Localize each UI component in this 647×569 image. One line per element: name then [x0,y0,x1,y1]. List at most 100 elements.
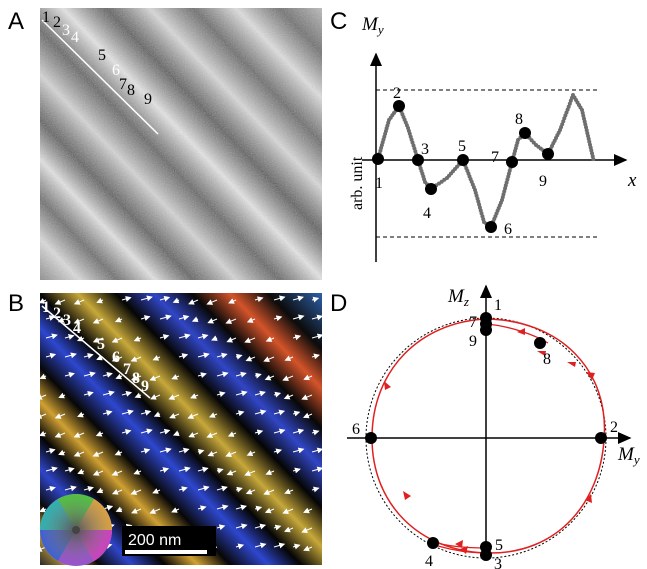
magnetization-arrow [235,390,248,397]
magnetization-arrow [292,428,305,435]
magnetization-arrow [159,334,170,340]
magnetization-arrow [254,542,267,549]
magnetization-arrow [178,466,191,473]
magnetization-arrow [159,314,172,321]
magnetization-arrow [197,466,209,473]
magnetization-arrow [292,467,301,474]
panel-c-marker-2 [393,100,405,112]
magnetization-arrow [265,469,275,476]
panel-c-marker-9 [542,148,554,160]
magnetization-arrow [292,543,301,550]
magnetization-arrow [311,353,320,360]
magnetization-arrow [292,295,304,302]
panel-letter-b: B [8,290,25,317]
magnetization-arrow [121,429,132,435]
magnetization-arrow [303,545,313,552]
magnetization-arrow [40,394,47,400]
magnetization-arrow [73,451,85,457]
magnetization-arrow [83,353,94,359]
magnetization-arrow [273,315,283,322]
panel-b-pt-2: 2 [53,305,61,322]
magnetization-arrow [273,391,282,398]
magnetization-arrow [235,543,245,550]
panel-c-pt-3: 3 [421,141,429,158]
panel-a-pt-8: 8 [127,82,135,99]
magnetization-arrow [111,470,123,476]
magnetization-arrow [282,375,294,381]
panel-d-plot: Mz My 1 2 3 4 5 6 7 8 9 [347,284,640,569]
magnetization-arrow [64,352,77,359]
panel-c-pt-5: 5 [458,138,466,155]
magnetization-arrow [73,432,85,438]
magnetization-arrow [311,429,320,436]
panel-b-pt-8: 8 [132,370,140,387]
panel-c-marker-1 [372,153,384,165]
magnetization-arrow [111,356,123,362]
magnetization-arrow [311,486,320,493]
magnetization-arrow [244,470,256,476]
magnetization-arrow [284,355,294,362]
panel-c-pt-9: 9 [539,173,547,190]
panel-c-markers [372,100,554,233]
magnetization-arrow [191,316,199,323]
magnetization-arrow [178,486,188,493]
panel-c-plot: My x arb. unit 1 2 3 4 5 6 7 8 9 [349,14,637,262]
panel-c-marker-8 [519,127,531,139]
magnetization-arrow [311,296,320,303]
panel-b-pt-9: 9 [141,378,149,395]
panel-c-ordinate-label: arb. unit [349,156,366,210]
panel-a-pt-9: 9 [144,91,152,108]
panel-d-trajectory [371,318,606,554]
magnetization-arrow [40,373,47,380]
panel-a-pt-1: 1 [42,9,50,26]
magnetization-arrow [40,413,47,419]
magnetization-arrow [140,428,153,435]
curve-dot [501,192,506,197]
magnetization-arrow [254,505,263,512]
magnetization-arrow [159,447,172,454]
magnetization-arrow [92,337,104,343]
panel-a-pt-3: 3 [62,22,70,39]
panel-d-pt-8: 8 [543,351,551,368]
magnetization-arrow [73,299,85,305]
panel-c-curve [376,93,596,229]
magnetization-arrow [152,488,161,494]
magnetization-arrow [92,318,104,324]
magnetization-arrow [171,374,180,380]
panel-a-pt-4: 4 [71,29,79,46]
magnetization-arrow [311,333,322,340]
magnetization-arrow [169,413,180,419]
panel-d-pt-3: 3 [494,556,502,569]
magnetization-arrow [227,431,237,437]
magnetization-arrow [216,391,226,398]
magnetization-arrow [245,355,256,362]
magnetization-arrow [235,371,247,378]
magnetization-arrow [282,508,294,514]
magnetization-arrow [77,411,85,418]
magnetization-arrow [130,375,142,381]
magnetization-arrow [102,371,113,378]
panel-d-pt-9: 9 [469,333,477,350]
magnetization-arrow [283,393,294,400]
magnetization-arrow [115,373,123,380]
magnetization-arrow [264,507,275,514]
magnetization-arrow [263,356,275,362]
magnetization-arrow [121,390,133,397]
panel-d-pt-1: 1 [494,297,502,314]
magnetization-arrow [54,413,66,419]
panel-letter-a: A [8,8,25,35]
magnetization-arrow [188,431,199,438]
panel-c-pt-8: 8 [515,111,523,128]
panel-d-marker-6 [365,432,377,444]
magnetization-arrow [83,371,96,378]
magnetization-arrow [197,352,210,359]
magnetization-arrow [188,299,199,305]
magnetization-arrow [114,450,123,456]
panel-c-marker-7 [506,156,518,168]
magnetization-arrow [178,314,190,321]
magnetization-arrow [172,297,180,304]
magnetization-arrow [40,506,47,513]
magnetization-arrow [178,333,191,340]
panel-d-y-label: My [617,444,640,467]
